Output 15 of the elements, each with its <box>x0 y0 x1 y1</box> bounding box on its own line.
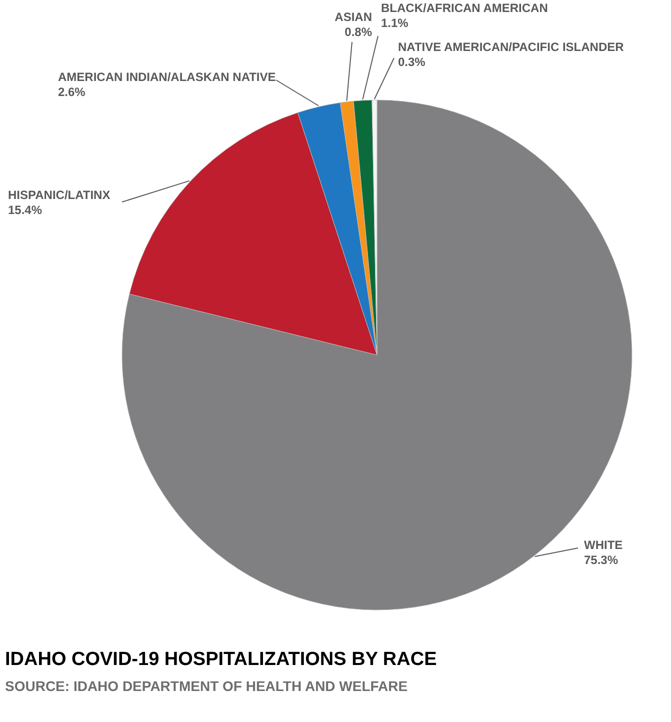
data-label: 0.3% <box>398 55 426 69</box>
slice-label: WHITE <box>584 538 623 552</box>
data-label: 75.3% <box>584 553 618 567</box>
data-label: 15.4% <box>8 203 42 217</box>
slice-label: AMERICAN INDIAN/ALASKAN NATIVE <box>58 70 276 84</box>
slice-label: BLACK/AFRICAN AMERICAN <box>381 1 548 15</box>
slice-label: ASIAN <box>334 10 372 24</box>
slice-label: NATIVE AMERICAN/PACIFIC ISLANDER <box>398 40 624 54</box>
data-label: 1.1% <box>381 16 409 30</box>
text: IDAHO COVID-19 HOSPITALIZATIONS BY RACE <box>5 649 437 670</box>
data-label: 2.6% <box>58 85 86 99</box>
data-label: 0.8% <box>344 25 372 39</box>
source-note: SOURCE: IDAHO DEPARTMENT OF HEALTH AND WELFARE <box>5 678 408 694</box>
pie-slice <box>122 100 632 610</box>
slice-label: HISPANIC/LATINX <box>8 188 110 202</box>
